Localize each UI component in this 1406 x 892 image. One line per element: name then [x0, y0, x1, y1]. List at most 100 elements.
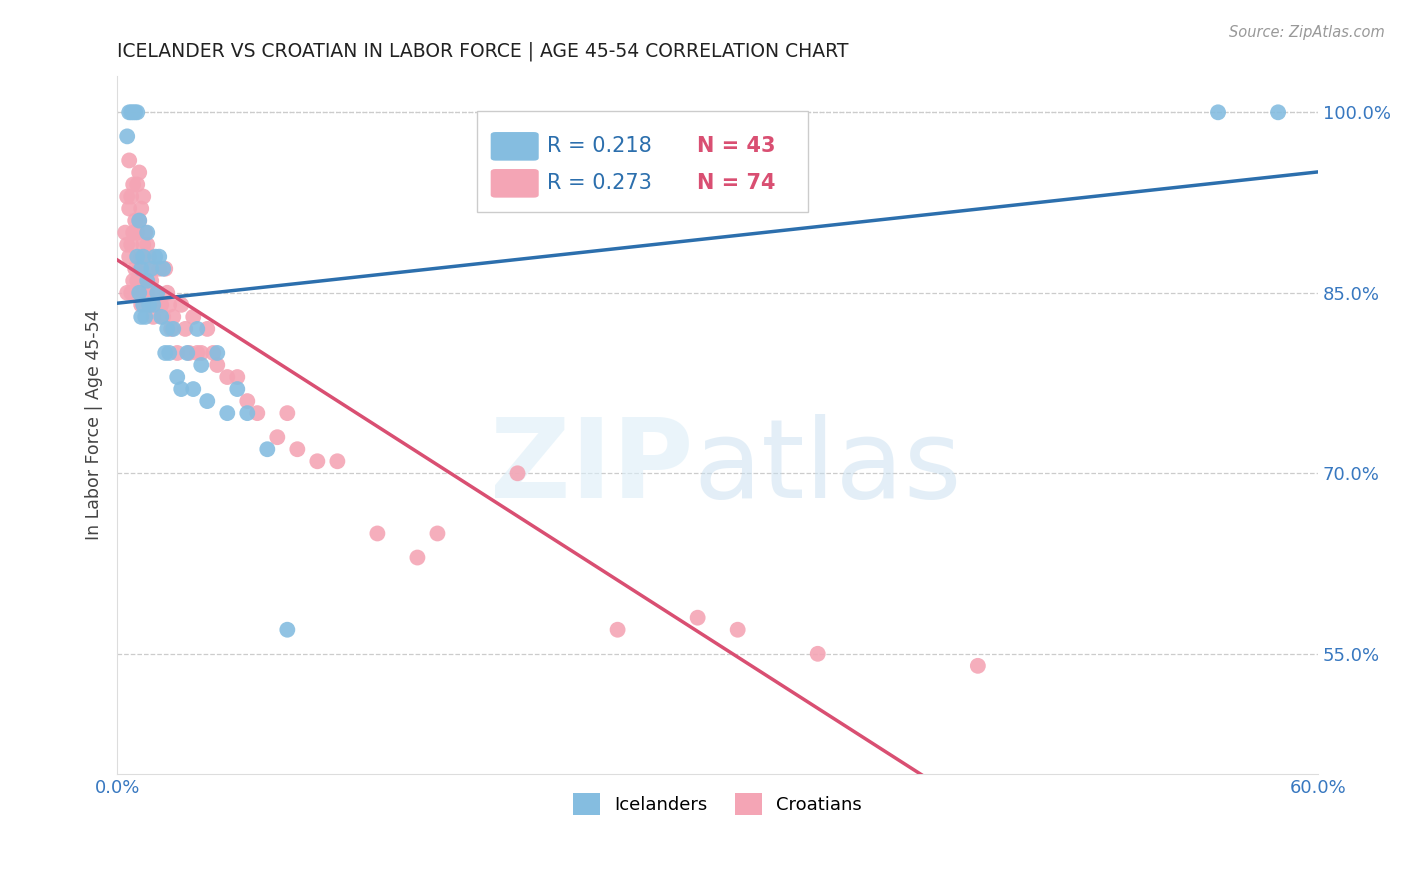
Point — [195, 394, 218, 409]
Point — [118, 250, 141, 264]
Point — [115, 189, 138, 203]
Point — [148, 250, 170, 264]
Point — [129, 250, 152, 264]
Point — [276, 623, 298, 637]
Point — [132, 250, 155, 264]
Point — [128, 285, 150, 300]
Point — [226, 370, 249, 384]
Point — [426, 526, 449, 541]
Point — [202, 346, 225, 360]
Point — [406, 550, 429, 565]
Point — [136, 285, 159, 300]
Point — [132, 237, 155, 252]
Legend: Icelanders, Croatians: Icelanders, Croatians — [564, 784, 872, 824]
Point — [127, 226, 149, 240]
Point — [120, 189, 142, 203]
Point — [366, 526, 388, 541]
Text: Source: ZipAtlas.com: Source: ZipAtlas.com — [1229, 25, 1385, 40]
Point — [155, 261, 177, 276]
Point — [120, 285, 142, 300]
Point — [966, 658, 988, 673]
Point — [134, 310, 156, 324]
Text: ICELANDER VS CROATIAN IN LABOR FORCE | AGE 45-54 CORRELATION CHART: ICELANDER VS CROATIAN IN LABOR FORCE | A… — [117, 42, 849, 62]
Point — [166, 370, 188, 384]
Point — [134, 274, 156, 288]
Point — [236, 394, 259, 409]
Point — [195, 322, 218, 336]
Point — [285, 442, 308, 457]
Point — [160, 322, 183, 336]
Point — [156, 322, 179, 336]
Point — [207, 358, 229, 372]
Point — [326, 454, 349, 468]
Point — [142, 261, 165, 276]
Point — [179, 346, 201, 360]
Point — [136, 237, 159, 252]
Point — [120, 105, 142, 120]
Point — [122, 274, 145, 288]
Point — [124, 105, 146, 120]
Point — [146, 285, 169, 300]
Point — [134, 226, 156, 240]
Point — [136, 274, 159, 288]
Point — [128, 213, 150, 227]
Point — [266, 430, 288, 444]
Point — [127, 178, 149, 192]
Point — [686, 610, 709, 624]
Text: atlas: atlas — [693, 414, 962, 521]
Point — [129, 310, 152, 324]
Point — [129, 261, 152, 276]
Point — [136, 226, 159, 240]
Point — [226, 382, 249, 396]
Point — [150, 310, 173, 324]
Point — [276, 406, 298, 420]
Point — [132, 285, 155, 300]
Point — [143, 285, 166, 300]
Point — [122, 105, 145, 120]
Point — [114, 226, 136, 240]
Point — [150, 298, 173, 312]
Point — [807, 647, 830, 661]
Text: N = 74: N = 74 — [697, 173, 776, 193]
Point — [122, 226, 145, 240]
Point — [124, 261, 146, 276]
Point — [132, 298, 155, 312]
Point — [129, 202, 152, 216]
Point — [170, 298, 193, 312]
Point — [122, 178, 145, 192]
Point — [118, 153, 141, 168]
Point — [186, 346, 208, 360]
Point — [727, 623, 749, 637]
Point — [152, 310, 174, 324]
Point — [207, 346, 229, 360]
Point — [246, 406, 269, 420]
Point — [606, 623, 628, 637]
Point — [256, 442, 278, 457]
Point — [217, 370, 239, 384]
Point — [307, 454, 329, 468]
Point — [115, 129, 138, 144]
Point — [176, 346, 198, 360]
Point — [127, 105, 149, 120]
Point — [217, 406, 239, 420]
Point — [128, 261, 150, 276]
Y-axis label: In Labor Force | Age 45-54: In Labor Force | Age 45-54 — [86, 310, 103, 541]
FancyBboxPatch shape — [491, 132, 538, 161]
Point — [138, 298, 160, 312]
Point — [155, 346, 177, 360]
Text: R = 0.273: R = 0.273 — [547, 173, 652, 193]
Point — [166, 346, 188, 360]
Text: R = 0.218: R = 0.218 — [547, 136, 652, 156]
Point — [156, 285, 179, 300]
Point — [157, 346, 180, 360]
Point — [118, 202, 141, 216]
Point — [181, 310, 204, 324]
Point — [115, 285, 138, 300]
Point — [141, 274, 163, 288]
Point — [1206, 105, 1229, 120]
Point — [148, 261, 170, 276]
Point — [170, 382, 193, 396]
Point — [141, 261, 163, 276]
Point — [162, 322, 184, 336]
Point — [127, 250, 149, 264]
